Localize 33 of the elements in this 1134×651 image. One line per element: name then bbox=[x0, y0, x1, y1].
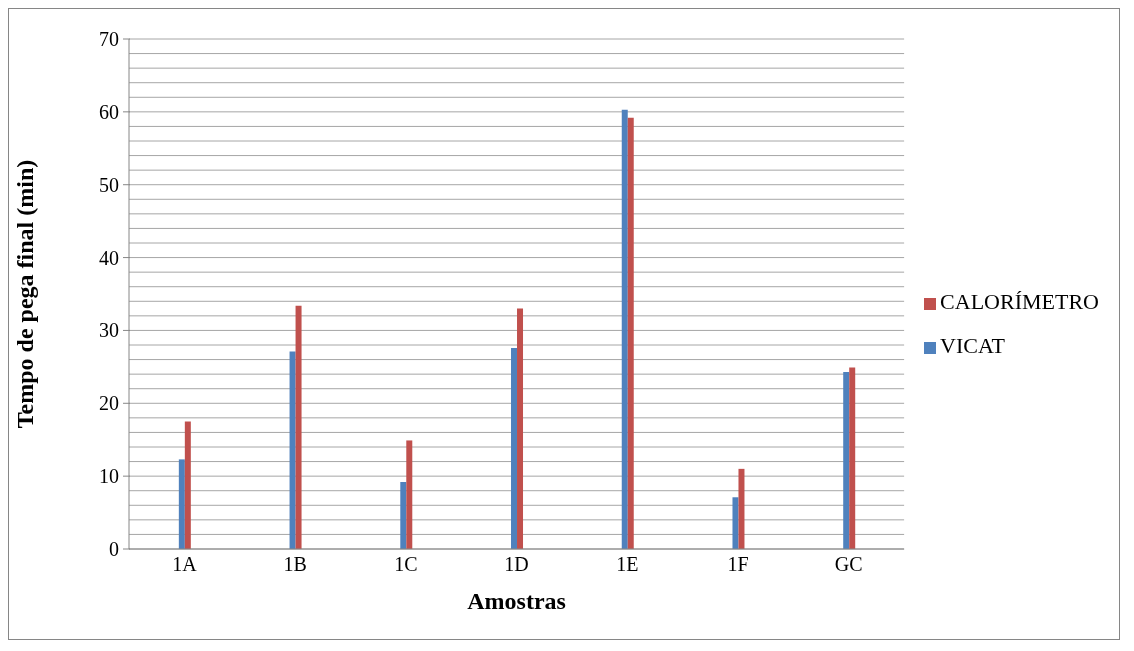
bar bbox=[627, 117, 634, 549]
x-tick-label: 1F bbox=[727, 553, 749, 576]
bar bbox=[295, 305, 302, 549]
x-tick-label: 1D bbox=[504, 553, 529, 576]
y-tick-label: 0 bbox=[109, 538, 119, 560]
legend-label: VICAT bbox=[940, 333, 1005, 358]
bar bbox=[738, 468, 745, 549]
bar bbox=[732, 497, 739, 549]
y-tick-label: 60 bbox=[99, 100, 119, 123]
y-tick-label: 50 bbox=[99, 173, 119, 196]
bar bbox=[400, 481, 407, 549]
bar bbox=[843, 371, 850, 549]
x-axis-title: Amostras bbox=[467, 588, 566, 614]
x-tick-label: GC bbox=[834, 553, 863, 576]
x-tick-label: 1C bbox=[394, 553, 418, 576]
bar bbox=[178, 459, 185, 549]
x-tick-label: 1B bbox=[283, 553, 307, 576]
bar bbox=[184, 421, 191, 549]
y-tick-label: 40 bbox=[99, 246, 119, 269]
bar bbox=[517, 308, 524, 549]
y-tick-label: 20 bbox=[99, 392, 119, 415]
y-tick-label: 10 bbox=[99, 465, 119, 488]
bar bbox=[849, 367, 856, 549]
legend-label: CALORÍMETRO bbox=[940, 289, 1099, 314]
bar bbox=[511, 347, 518, 549]
y-tick-label: 70 bbox=[99, 28, 119, 50]
bar bbox=[621, 109, 628, 549]
x-tick-label: 1E bbox=[616, 553, 639, 576]
y-axis-title: Tempo de pega final (min) bbox=[11, 159, 38, 429]
bar bbox=[406, 440, 413, 549]
y-tick-label: 30 bbox=[99, 319, 119, 342]
x-tick-label: 1A bbox=[172, 553, 198, 576]
bar bbox=[289, 351, 296, 549]
